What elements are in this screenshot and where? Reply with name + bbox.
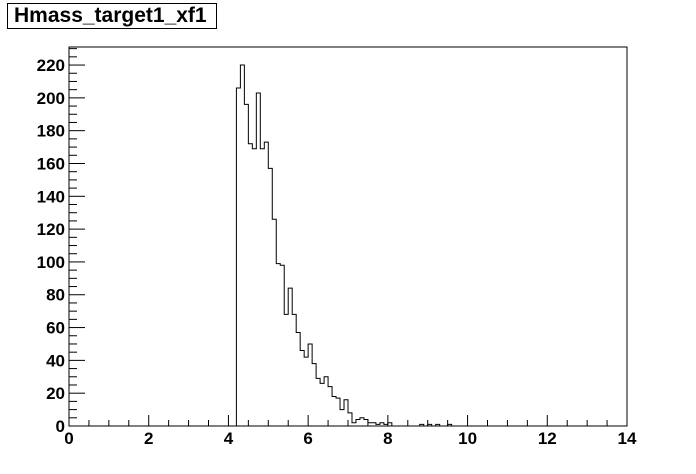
x-tick-label: 6 — [303, 429, 312, 448]
x-tick-label: 14 — [618, 429, 637, 448]
x-tick-label: 4 — [224, 429, 234, 448]
y-tick-label: 100 — [37, 253, 65, 272]
y-tick-label: 20 — [46, 384, 65, 403]
y-tick-label: 220 — [37, 56, 65, 75]
x-axis: 0 2 4 6 8 10 12 14 — [64, 415, 637, 448]
y-tick-label: 120 — [37, 220, 65, 239]
chart-title: Hmass_target1_xf1 — [7, 3, 217, 29]
y-tick-label: 200 — [37, 89, 65, 108]
y-tick-label: 60 — [46, 319, 65, 338]
y-tick-label: 80 — [46, 286, 65, 305]
y-tick-label: 160 — [37, 154, 65, 173]
y-tick-label: 140 — [37, 187, 65, 206]
x-tick-label: 12 — [538, 429, 557, 448]
plot-frame — [68, 46, 628, 427]
histogram-series — [235, 64, 453, 427]
y-tick-label: 40 — [46, 351, 65, 370]
x-tick-label: 10 — [458, 429, 477, 448]
x-tick-label: 2 — [144, 429, 153, 448]
x-tick-label: 0 — [64, 429, 73, 448]
y-tick-label: 0 — [56, 417, 65, 436]
y-tick-label: 180 — [37, 122, 65, 141]
y-axis: 0 20 40 60 80 100 120 140 160 180 200 220 — [37, 48, 85, 436]
x-tick-label: 8 — [383, 429, 392, 448]
